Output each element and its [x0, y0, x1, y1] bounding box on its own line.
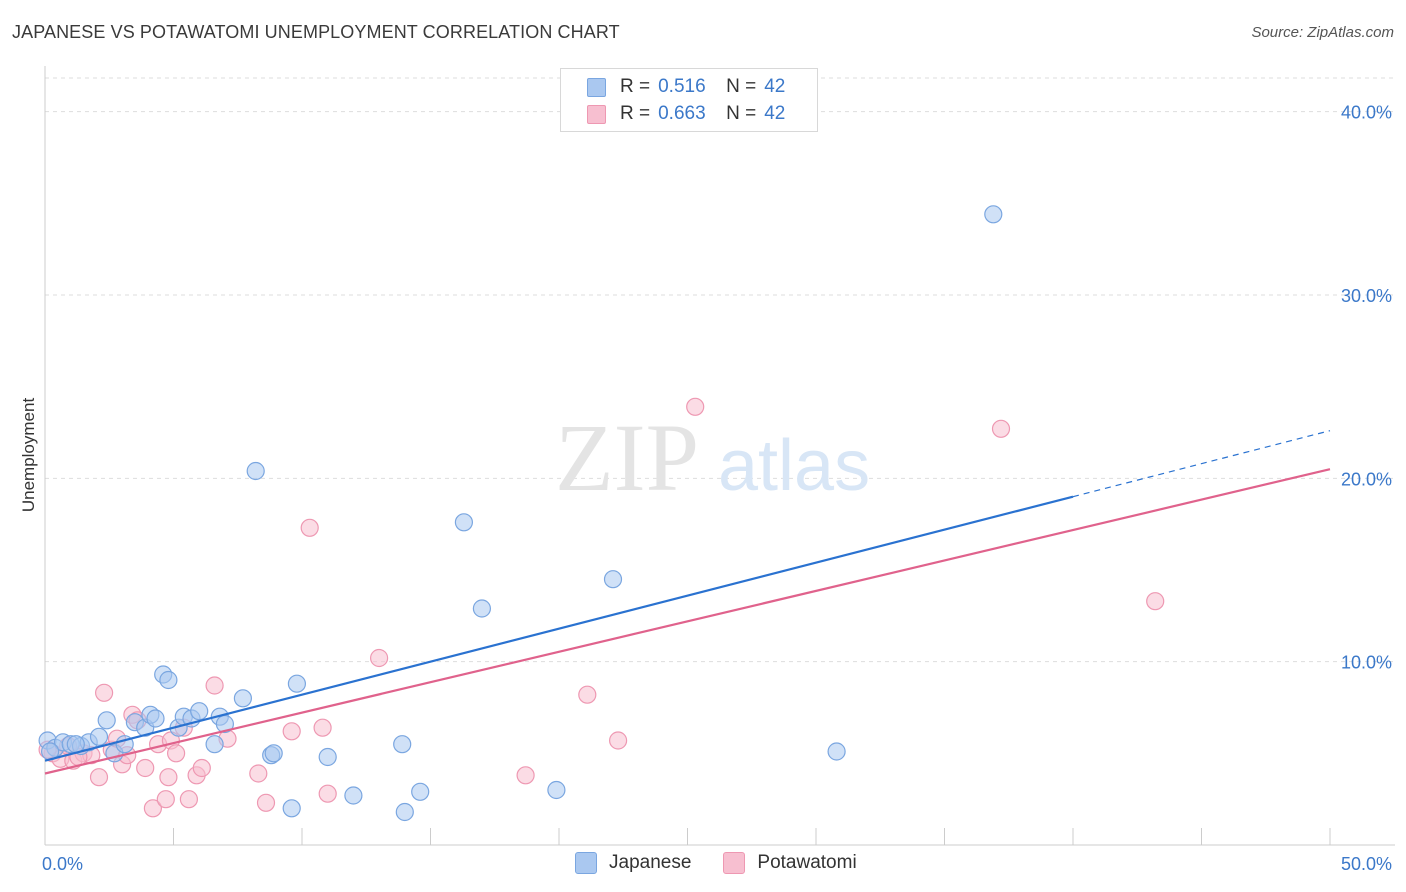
potawatomi-point: [1146, 592, 1165, 611]
potawatomi-point: [686, 397, 705, 416]
x-tick-label: 50.0%: [1341, 854, 1392, 874]
data-points: [38, 205, 1165, 822]
japanese-swatch: [587, 77, 606, 97]
y-tick-label: 10.0%: [1341, 653, 1392, 673]
potawatomi-point: [256, 793, 276, 812]
potawatomi-trend-line: [44, 468, 1331, 775]
n-value-japanese: 42: [764, 76, 786, 97]
potawatomi-point: [300, 518, 319, 537]
legend-row-japanese: R = 0.516 N = 42: [587, 75, 785, 99]
japanese-point: [393, 735, 412, 754]
potawatomi-point: [159, 768, 178, 787]
japanese-point: [344, 786, 363, 805]
japanese-point: [547, 780, 566, 800]
japanese-point: [146, 709, 165, 728]
legend-row-potawatomi: R = 0.663 N = 42: [587, 102, 785, 126]
potawatomi-point: [318, 784, 337, 803]
potawatomi-point: [282, 722, 301, 741]
n-label: N =: [726, 76, 757, 97]
potawatomi-swatch: [587, 104, 606, 124]
japanese-point: [246, 461, 265, 481]
y-tick-label: 40.0%: [1341, 103, 1392, 123]
r-label: R =: [620, 103, 651, 124]
potawatomi-point: [143, 799, 162, 818]
legend-item-japanese[interactable]: Japanese: [575, 852, 691, 874]
r-value-potawatomi: 0.663: [658, 103, 706, 124]
n-label: N =: [726, 103, 757, 124]
watermark-atlas: atlas: [718, 426, 870, 506]
potawatomi-point: [89, 768, 109, 787]
source-credit: Source: ZipAtlas.com: [1251, 24, 1394, 41]
potawatomi-point: [94, 683, 114, 702]
japanese-point: [233, 689, 252, 708]
potawatomi-point: [578, 685, 597, 704]
japanese-point: [282, 799, 301, 818]
japanese-point: [603, 570, 623, 589]
potawatomi-point: [313, 718, 332, 737]
japanese-point: [97, 711, 116, 730]
potawatomi-point: [249, 764, 268, 783]
r-value-japanese: 0.516: [658, 76, 706, 97]
potawatomi-point: [516, 766, 535, 785]
y-tick-label: 30.0%: [1341, 286, 1392, 306]
japanese-point: [205, 735, 224, 754]
japanese-point: [411, 782, 430, 801]
japanese-legend-swatch: [575, 852, 597, 874]
japanese-point: [318, 747, 337, 767]
tick-labels: 10.0% 20.0% 30.0% 40.0% 0.0% 50.0%: [42, 103, 1392, 874]
correlation-legend: R = 0.516 N = 42 R = 0.663 N = 42: [560, 68, 818, 132]
trend-lines: [44, 430, 1331, 775]
japanese-point: [264, 744, 283, 763]
japanese-trend-extension: [1072, 430, 1331, 498]
japanese-point: [395, 802, 414, 822]
y-tick-label: 20.0%: [1341, 469, 1392, 489]
japanese-point: [159, 670, 178, 690]
potawatomi-point: [136, 758, 155, 778]
axes: [44, 66, 1395, 846]
japanese-point: [454, 513, 473, 532]
r-label: R =: [620, 76, 651, 97]
japanese-point: [287, 674, 306, 693]
japanese-point: [827, 742, 846, 761]
potawatomi-point: [179, 790, 198, 809]
potawatomi-point: [370, 648, 389, 668]
japanese-trend-line: [44, 495, 1074, 762]
japanese-point: [472, 599, 491, 618]
potawatomi-point: [192, 758, 211, 778]
watermark-zip: ZIP: [555, 404, 699, 511]
japanese-point: [89, 727, 109, 746]
legend-item-potawatomi[interactable]: Potawatomi: [723, 852, 857, 874]
series-legend: Japanese Potawatomi: [575, 852, 889, 874]
potawatomi-legend-swatch: [723, 852, 746, 874]
potawatomi-point: [608, 731, 628, 750]
japanese-point: [984, 205, 1003, 224]
x-tick-label: 0.0%: [42, 854, 83, 874]
potawatomi-point: [167, 744, 186, 763]
potawatomi-point: [205, 676, 224, 695]
legend-label-japanese: Japanese: [609, 852, 692, 873]
y-axis-label: Unemployment: [19, 398, 38, 513]
legend-label-potawatomi: Potawatomi: [757, 852, 857, 873]
potawatomi-point: [156, 790, 175, 809]
watermark: ZIP atlas: [555, 404, 870, 511]
n-value-potawatomi: 42: [764, 103, 786, 124]
grid-lines: [45, 77, 1395, 663]
chart-title: JAPANESE VS POTAWATOMI UNEMPLOYMENT CORR…: [12, 22, 620, 42]
potawatomi-point: [991, 419, 1011, 438]
japanese-point: [190, 702, 209, 721]
